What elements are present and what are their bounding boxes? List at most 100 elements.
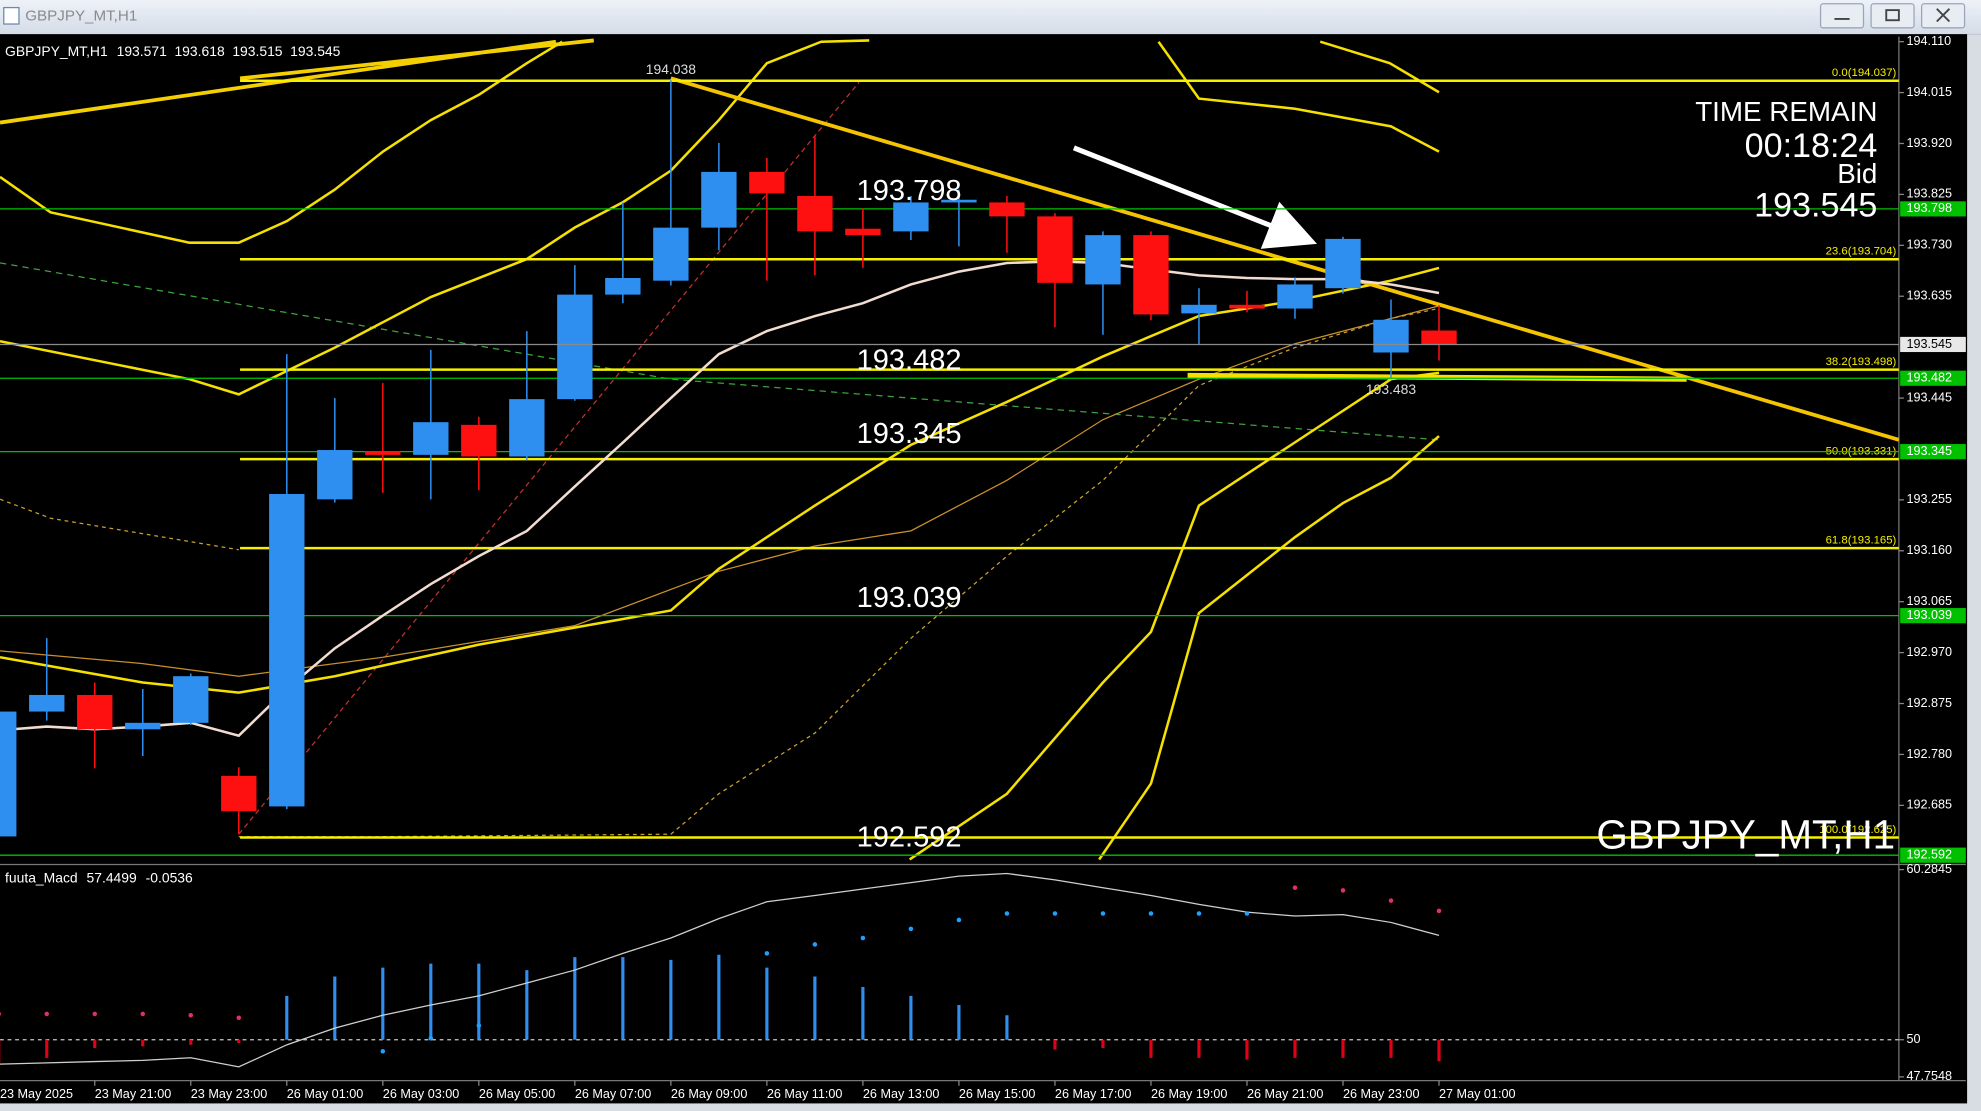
watermark: GBPJPY_MT,H1 <box>1596 812 1895 858</box>
fib-label: 23.6(193.704) <box>1826 246 1897 258</box>
timer-value: 00:18:24 <box>1745 127 1878 165</box>
candle-body <box>557 294 593 400</box>
x-tick-label: 26 May 21:00 <box>1247 1087 1323 1101</box>
level-price-box <box>1900 444 1966 460</box>
y-tick-label: 193.825 <box>1906 187 1952 201</box>
macd-plot <box>0 872 1899 1068</box>
x-tick-label: 26 May 07:00 <box>575 1087 651 1101</box>
low-annotation: 193.483 <box>1366 381 1416 397</box>
indicator-name: fuuta_Macd <box>5 869 78 885</box>
y-tick-label: 192.875 <box>1906 696 1952 710</box>
level-price-label: 193.482 <box>1906 371 1952 385</box>
x-tick-label: 26 May 17:00 <box>1055 1087 1131 1101</box>
macd-info: fuuta_Macd 57.4499 -0.0536 <box>5 869 193 885</box>
x-tick-label: 26 May 09:00 <box>671 1087 747 1101</box>
high-readout: 193.618 <box>174 42 224 58</box>
signal-dot <box>1100 911 1106 916</box>
y-tick-label: 194.015 <box>1906 85 1952 99</box>
x-tick-label: 23 May 2025 <box>0 1087 73 1101</box>
x-tick-label: 23 May 23:00 <box>191 1087 267 1101</box>
candle-body <box>29 694 65 712</box>
candle-body <box>0 711 17 837</box>
level-label: 193.482 <box>857 344 962 376</box>
candle-body <box>1277 284 1313 309</box>
signal-dot <box>140 1011 146 1017</box>
bid-value: 193.545 <box>1754 186 1877 224</box>
signal-dot <box>764 951 770 956</box>
timer-label: TIME REMAIN <box>1695 96 1877 127</box>
signal-dot <box>476 1023 482 1028</box>
candle-body <box>1325 238 1361 289</box>
candle-body <box>989 202 1025 217</box>
candle-body <box>77 694 113 730</box>
minimize-button[interactable] <box>1819 3 1865 29</box>
signal-dot <box>0 1012 2 1016</box>
close-icon <box>1936 8 1951 23</box>
low-readout: 193.515 <box>232 42 282 58</box>
x-tick-label: 26 May 19:00 <box>1151 1087 1227 1101</box>
level-price-box <box>1900 847 1966 863</box>
y-tick-label: 193.255 <box>1906 492 1952 506</box>
overlay: GBPJPY_MT,H1 193.571 193.618 193.515 193… <box>5 42 1895 885</box>
candle-body <box>461 424 497 457</box>
signal-dot <box>1196 911 1202 916</box>
candle-body <box>1133 235 1169 315</box>
y-tick-label: 193.445 <box>1906 390 1952 404</box>
candle-body <box>413 422 449 455</box>
y-tick-label: 194.110 <box>1906 34 1951 48</box>
signal-dot <box>1148 911 1154 916</box>
candle-body <box>509 399 545 457</box>
indicator-line <box>0 40 563 244</box>
x-tick-label: 23 May 21:00 <box>95 1087 171 1101</box>
x-tick-label: 26 May 23:00 <box>1343 1087 1419 1101</box>
bid-label: Bid <box>1837 158 1877 189</box>
signal-dot <box>1004 911 1010 916</box>
x-tick-label: 26 May 13:00 <box>863 1087 939 1101</box>
level-label: 192.592 <box>857 821 962 853</box>
level-price-label: 192.592 <box>1906 848 1952 862</box>
signal-dot <box>428 1036 434 1041</box>
candle-body <box>701 171 737 228</box>
candle-body <box>269 493 305 807</box>
candle-body <box>605 278 641 295</box>
level-price-box <box>1900 608 1966 624</box>
window-title: GBPJPY_MT,H1 <box>25 7 137 24</box>
level-price-label: 193.798 <box>1906 201 1952 215</box>
signal-dot <box>188 1012 194 1018</box>
axes: 194.110 194.015 193.920 193.825 193.730 193.6… <box>0 34 1966 1101</box>
candle-body <box>1421 330 1457 345</box>
candle-body <box>317 450 353 500</box>
signal-dot <box>1340 888 1346 893</box>
level-label: 193.798 <box>857 175 962 207</box>
level-price-box <box>1900 201 1966 217</box>
indicator-line <box>0 262 1440 441</box>
y-tick-label: 192.780 <box>1906 747 1952 761</box>
y-tick-label: 193.065 <box>1906 594 1952 608</box>
y-tick-label: 192.685 <box>1906 798 1952 812</box>
candle-body <box>845 228 881 236</box>
close-readout: 193.545 <box>290 42 340 58</box>
indicator-line <box>0 307 1440 838</box>
candle-body <box>125 722 161 730</box>
candle-body <box>1085 235 1121 285</box>
window-edge <box>1967 34 1981 1111</box>
maximize-button[interactable] <box>1870 3 1915 29</box>
signal-dot <box>1292 885 1298 890</box>
fib-label: 100.0(192.625) <box>1819 824 1896 836</box>
indicator-line <box>1098 435 1440 861</box>
level-price-label: 193.345 <box>1906 444 1952 458</box>
signal-dot <box>860 935 866 941</box>
level-price-label: 193.039 <box>1906 608 1952 622</box>
maximize-icon <box>1885 9 1900 22</box>
candle-body <box>1037 216 1073 283</box>
x-tick-label: 26 May 15:00 <box>959 1087 1035 1101</box>
x-tick-label: 26 May 01:00 <box>287 1087 363 1101</box>
signal-dot <box>1052 911 1058 916</box>
signal-dot <box>1244 911 1250 916</box>
signal-dot <box>236 1015 242 1021</box>
symbol: GBPJPY_MT,H1 <box>5 42 108 58</box>
fib-label: 0.0(194.037) <box>1832 67 1897 79</box>
candle-body <box>1373 319 1409 353</box>
